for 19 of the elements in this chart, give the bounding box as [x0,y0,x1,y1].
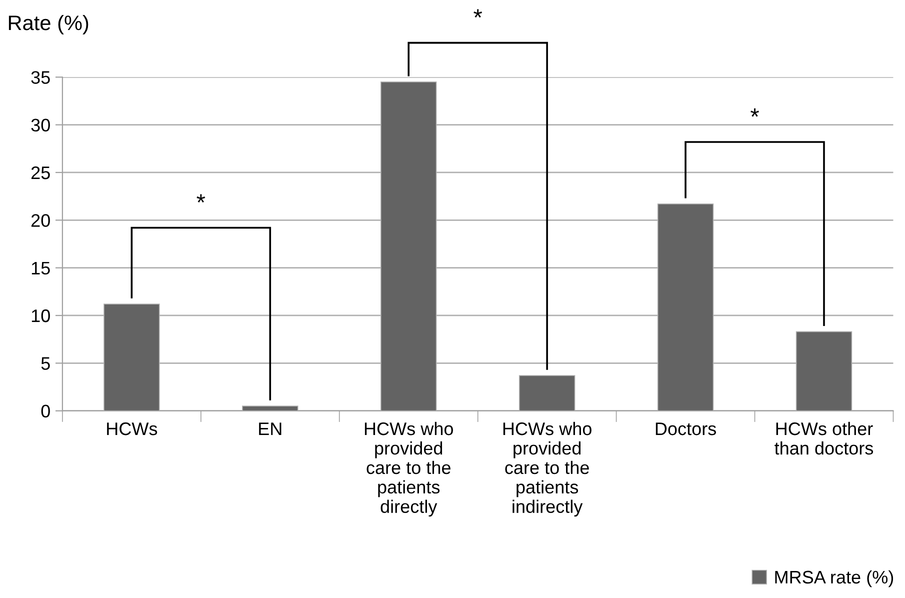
legend-label: MRSA rate (%) [775,570,894,588]
text: * [474,9,482,18]
y-tick-label: 35 [31,71,50,84]
y-tick-label: 25 [31,166,50,180]
annotation: * [750,108,759,117]
x-tick-label: Doctors [656,422,716,436]
y-tick-label: 5 [41,357,50,370]
x-tick-label: HCWs who provided care to the patients directly [364,422,453,517]
y-tick-label: 20 [31,214,50,227]
x-tick-label: HCWs other than doctors [774,422,874,455]
y-tick-label: 10 [32,309,50,322]
x-tick-label: HCWs [107,422,158,436]
x-tick-label: HCWs who provided care to the patients indirectly [503,422,592,517]
x-tick-label: EN [259,422,282,436]
y-tick-label: 0 [41,404,50,418]
annotation: * [196,194,206,203]
y-axis-title: Rate (%) [8,14,88,34]
y-tick-label: 15 [32,262,50,275]
y-tick-label: 30 [31,118,50,132]
